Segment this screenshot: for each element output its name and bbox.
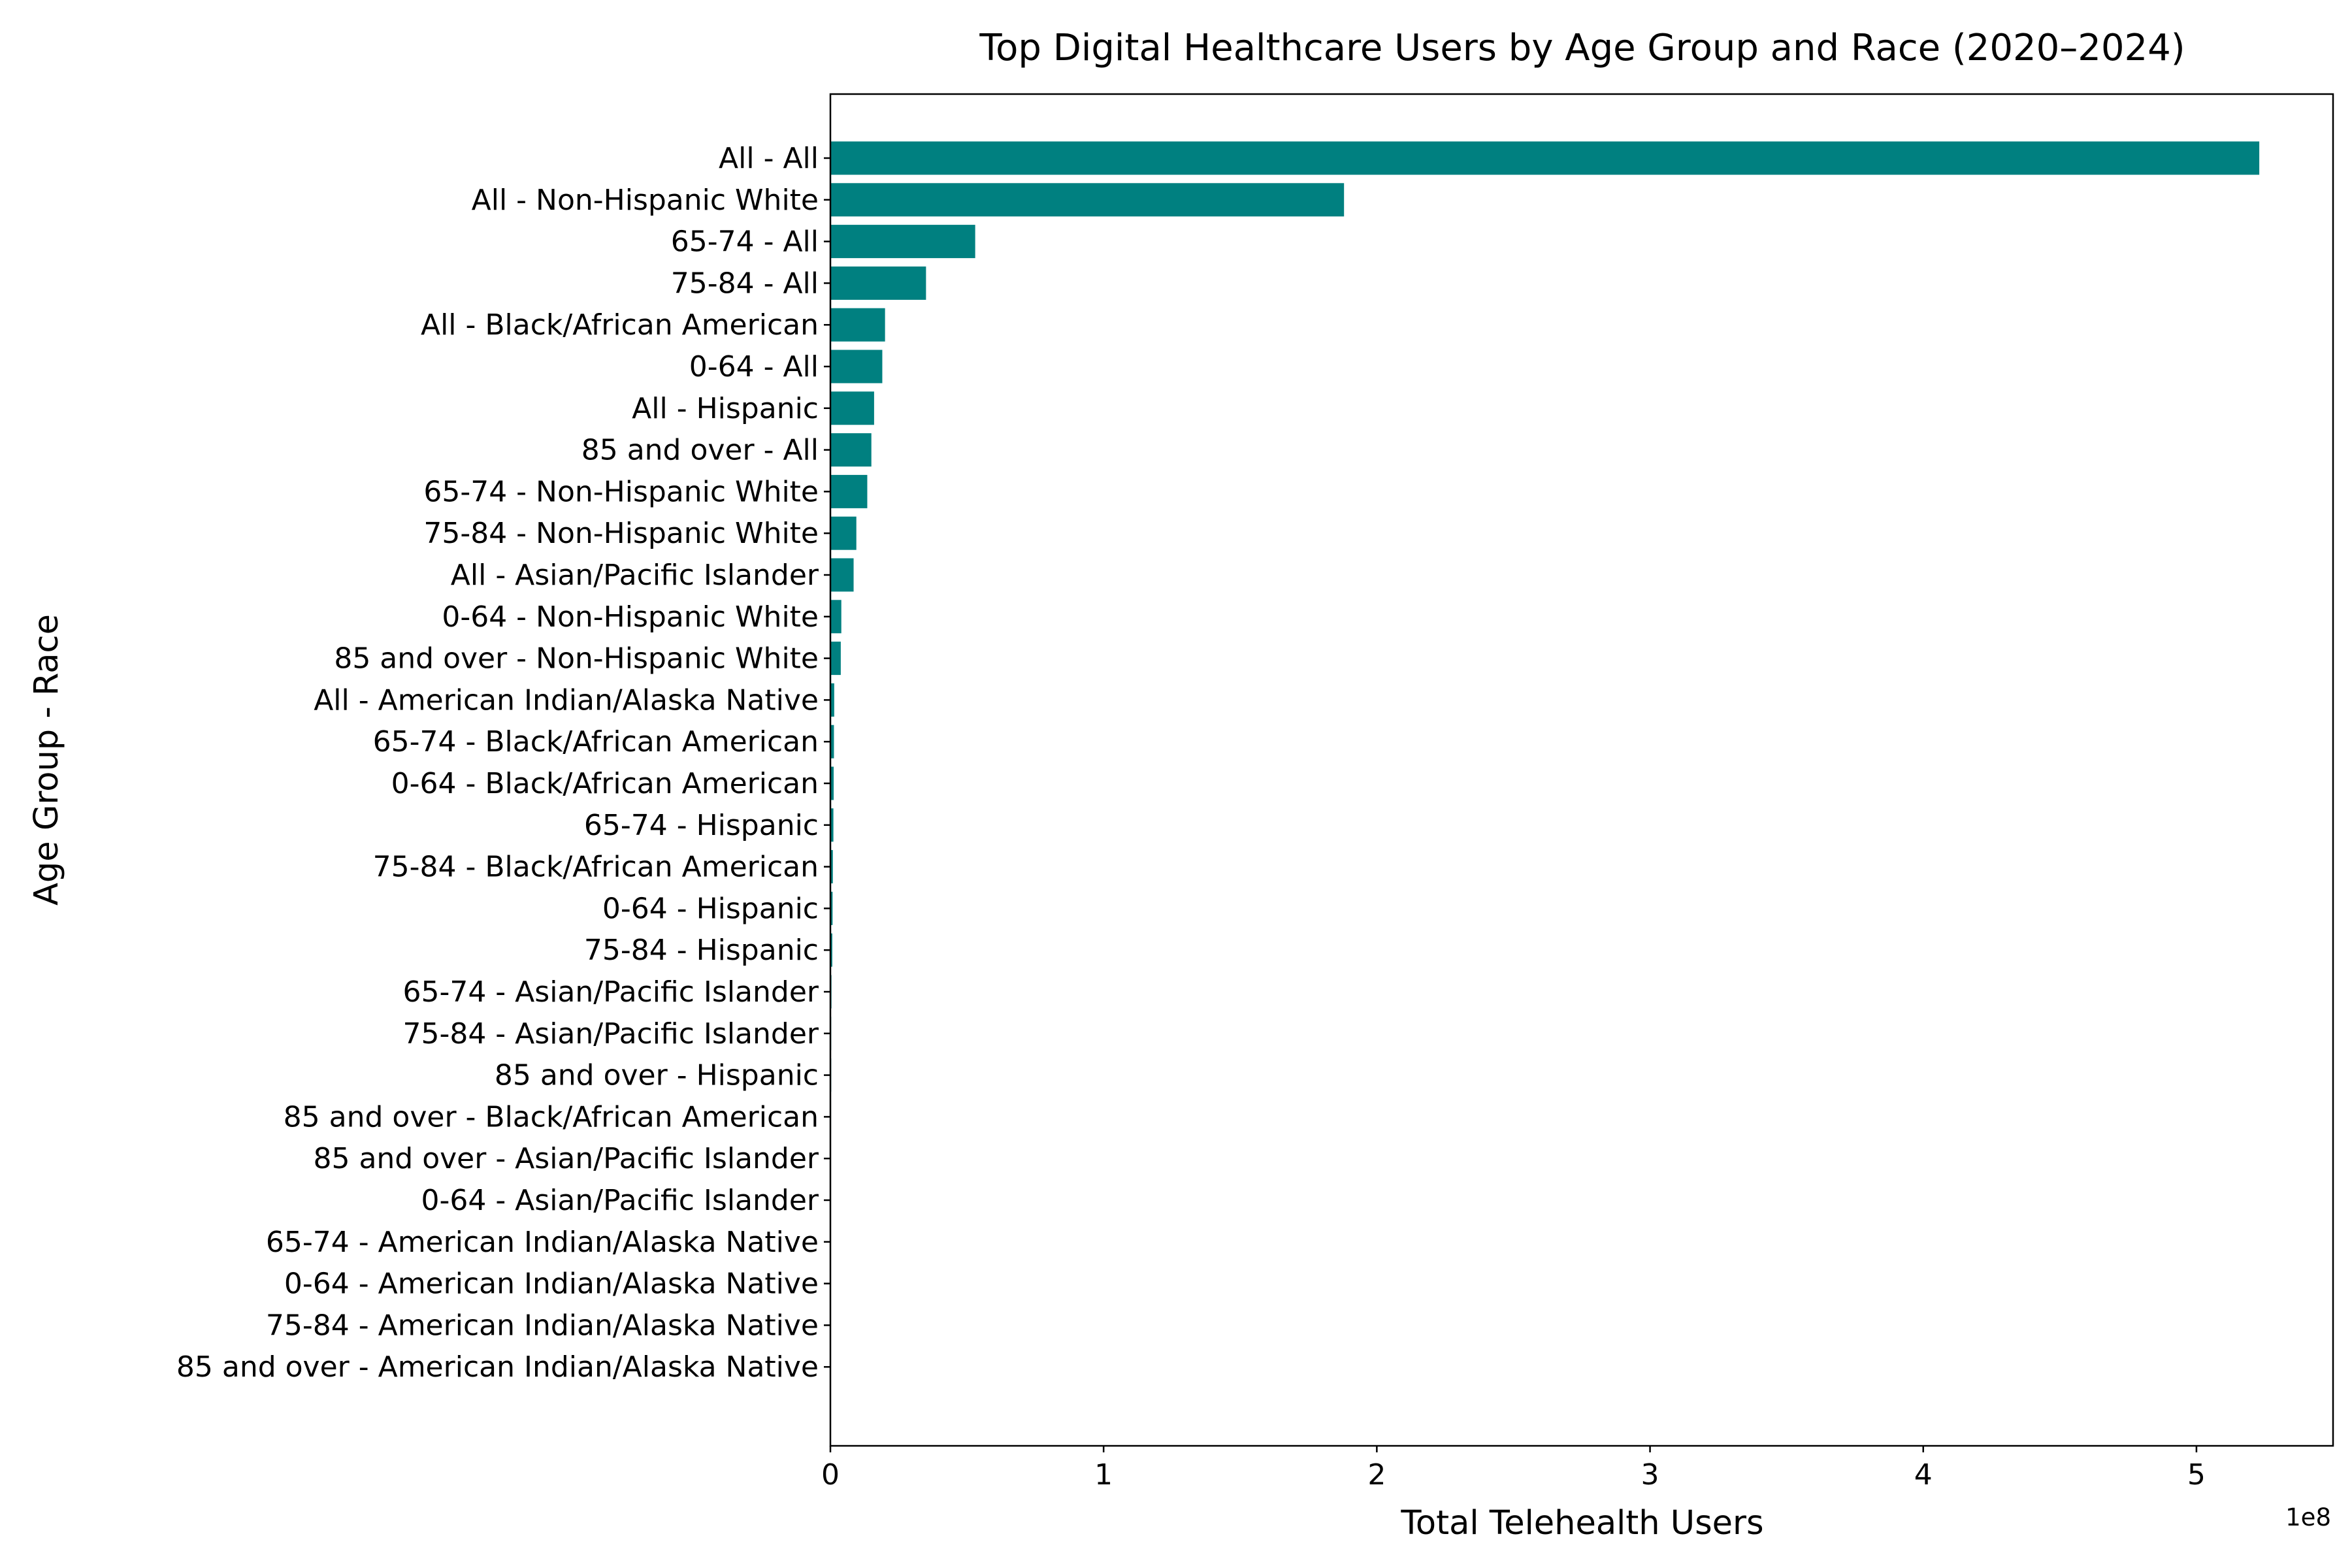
x-tick-label: 3: [1641, 1458, 1659, 1492]
bar-3: [830, 225, 975, 259]
bar-13: [830, 642, 841, 676]
bar-6: [830, 350, 883, 384]
y-tick-label: 0-64 - Asian/Pacific Islander: [421, 1184, 819, 1217]
y-tick-label: 0-64 - American Indian/Alaska Native: [284, 1267, 819, 1301]
y-tick-label: 65-74 - Hispanic: [584, 809, 819, 842]
x-tick-label: 0: [821, 1458, 840, 1492]
bar-14: [830, 683, 834, 717]
y-tick-label: 0-64 - Black/African American: [391, 767, 819, 800]
bar-18: [830, 850, 833, 884]
bar-16: [830, 766, 834, 800]
x-axis-ticks: 0 1 2 3 4 5: [821, 1446, 2206, 1492]
bar-1: [830, 141, 2260, 175]
y-tick-label: All - American Indian/Alaska Native: [314, 683, 819, 717]
y-tick-label: 75-84 - All: [671, 267, 819, 300]
y-tick-label: 65-74 - Non-Hispanic White: [423, 475, 819, 508]
bar-19: [830, 891, 833, 925]
y-tick-label: All - All: [719, 142, 819, 175]
bar-5: [830, 308, 885, 342]
chart-title: Top Digital Healthcare Users by Age Grou…: [979, 27, 2185, 69]
plot-area-frame: [829, 93, 2334, 1447]
y-tick-label: 85 and over - All: [581, 434, 819, 467]
bars-layer: [830, 141, 2260, 1384]
y-tick-label: 65-74 - Black/African American: [373, 725, 819, 759]
y-axis-ticks: All - All All - Non-Hispanic White 65-74 -…: [176, 142, 830, 1384]
bar-7: [830, 391, 874, 425]
y-tick-label: 65-74 - Asian/Pacific Islander: [402, 975, 819, 1009]
y-tick-label: All - Asian/Pacific Islander: [451, 559, 819, 592]
y-tick-label: 65-74 - American Indian/Alaska Native: [266, 1226, 819, 1259]
y-tick-label: 75-84 - American Indian/Alaska Native: [266, 1309, 819, 1342]
x-tick-label: 1: [1094, 1458, 1113, 1492]
y-tick-label: 75-84 - Hispanic: [584, 934, 819, 967]
bar-2: [830, 183, 1345, 217]
bar-10: [830, 516, 857, 550]
x-tick-label: 2: [1367, 1458, 1386, 1492]
y-tick-label: 0-64 - All: [689, 350, 819, 384]
y-tick-label: All - Non-Hispanic White: [472, 184, 819, 217]
bar-17: [830, 808, 834, 842]
y-tick-label: 85 and over - American Indian/Alaska Nat…: [176, 1350, 819, 1384]
bar-11: [830, 558, 854, 592]
y-tick-label: All - Black/African American: [421, 308, 819, 342]
x-tick-label: 5: [2187, 1458, 2206, 1492]
bar-15: [830, 725, 834, 759]
y-tick-label: 65-74 - All: [671, 225, 819, 259]
x-tick-label: 4: [1914, 1458, 1933, 1492]
bar-8: [830, 433, 872, 467]
y-tick-label: 75-84 - Black/African American: [373, 851, 819, 884]
y-tick-label: 85 and over - Non-Hispanic White: [334, 642, 819, 676]
y-tick-label: 85 and over - Hispanic: [495, 1059, 819, 1092]
bar-12: [830, 600, 841, 634]
y-tick-label: 75-84 - Non-Hispanic White: [423, 517, 819, 550]
y-tick-label: 85 and over - Asian/Pacific Islander: [313, 1142, 819, 1175]
y-tick-label: 0-64 - Non-Hispanic White: [442, 600, 819, 634]
y-axis-label: Age Group - Race: [27, 614, 66, 906]
y-tick-label: 0-64 - Hispanic: [602, 892, 819, 925]
y-tick-label: All - Hispanic: [632, 392, 819, 425]
y-tick-label: 85 and over - Black/African American: [284, 1100, 819, 1134]
bar-9: [830, 474, 868, 508]
bar-20: [830, 933, 832, 967]
y-tick-label: 75-84 - Asian/Pacific Islander: [402, 1017, 819, 1051]
x-axis-label: Total Telehealth Users: [1400, 1504, 1763, 1543]
x-axis-scale-offset: 1e8: [2285, 1503, 2331, 1531]
bar-4: [830, 266, 926, 300]
